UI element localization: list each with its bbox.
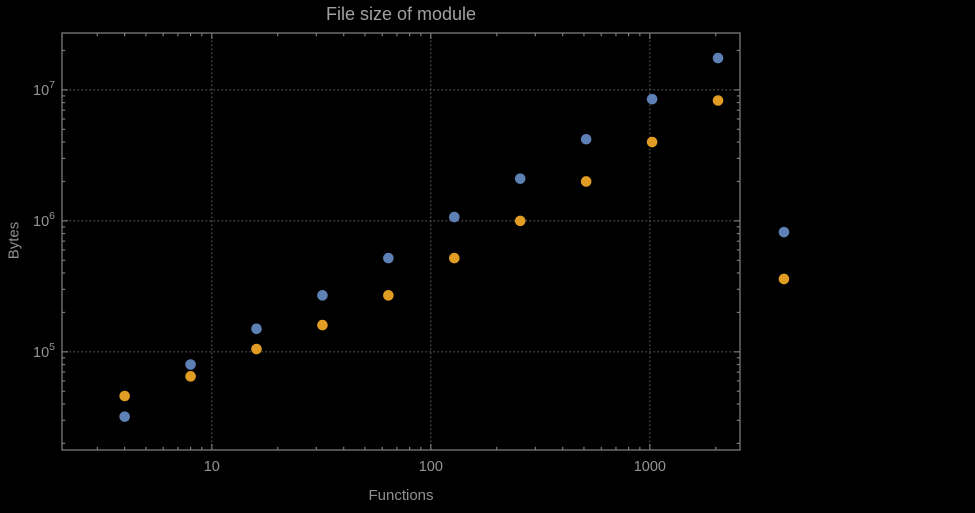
data-point-series-blue [251,323,262,335]
y-axis-label: Bytes [5,221,23,260]
data-point-series-orange [580,176,592,187]
plot-frame [61,32,741,451]
data-point-series-orange [185,371,196,382]
data-point-series-orange [119,390,130,402]
data-point-series-blue [317,290,328,301]
y-tick-label: 107 [33,79,55,99]
data-point-series-blue [778,226,790,238]
data-point-series-blue [712,52,724,64]
data-point-series-orange [712,95,724,106]
data-point-series-blue [514,173,526,184]
y-tick-label: 106 [33,210,55,230]
y-tick-label: 105 [33,341,55,361]
chart-title: File size of module [325,4,477,24]
data-point-series-orange [317,319,328,331]
data-point-series-orange [514,215,526,227]
data-point-series-blue [580,133,592,145]
data-point-series-blue [449,211,460,223]
data-point-series-orange [383,290,394,301]
x-tick-label: 100 [419,459,443,475]
data-point-series-orange [251,343,262,355]
data-point-series-blue [383,252,394,264]
data-point-series-blue [646,93,658,105]
data-point-series-orange [778,273,790,285]
data-point-series-orange [449,252,460,264]
data-point-series-blue [119,411,130,422]
data-point-series-blue [185,359,196,370]
data-point-series-orange [646,136,658,148]
x-tick-label: 1000 [634,459,666,475]
x-axis-label: Functions [368,487,434,504]
x-tick-label: 10 [204,459,220,475]
